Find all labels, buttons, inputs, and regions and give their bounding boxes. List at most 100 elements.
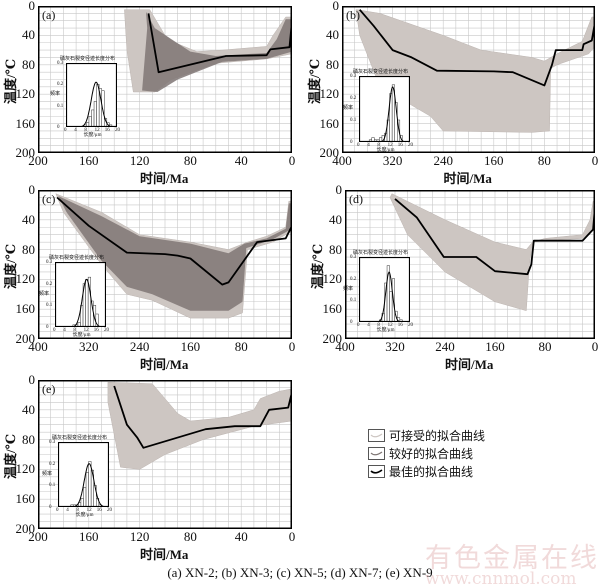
y-axis-label: 温度/℃ [3, 243, 18, 289]
inset-x-tick-label: 8 [377, 323, 380, 328]
x-tick-label: 0 [288, 339, 296, 354]
histogram-bar [88, 116, 92, 127]
panel-label: (b) [346, 8, 360, 22]
y-tick-label: 40 [326, 27, 339, 43]
x-tick-label: 240 [129, 339, 150, 354]
inset-y-tick-label: 0.2 [350, 276, 357, 282]
panel-label: (d) [349, 192, 363, 206]
inset-frame [55, 262, 106, 327]
inset-x-tick-label: 4 [63, 328, 66, 333]
plot-frame [345, 190, 595, 339]
x-tick-label: 320 [385, 339, 405, 354]
inset-x-tick-label: 4 [66, 508, 69, 513]
inset-x-tick-label: 8 [76, 508, 79, 513]
inset-y-tick-label: 0.2 [57, 82, 64, 88]
y-tick-label: 80 [22, 431, 35, 447]
y-tick-label: 0 [332, 0, 340, 13]
x-tick-label: 120 [129, 529, 150, 544]
y-tick-label: 40 [329, 211, 342, 227]
inset-title: 磷灰石裂变径迹长度分布 [353, 70, 409, 75]
y-tick-label: 200 [15, 145, 36, 160]
y-axis-label: 温度/℃ [310, 243, 325, 289]
inset-x-tick-label: 0 [357, 143, 360, 148]
inset-x-tick-label: 16 [397, 323, 403, 328]
inset-y-axis-label: 频率 [343, 106, 354, 111]
x-axis-label: 时间/Ma [445, 357, 494, 372]
inset-y-axis-label: 频率 [50, 92, 61, 97]
figure-caption: (a) XN-2; (b) XN-3; (c) XN-5; (d) XN-7; … [167, 565, 433, 580]
histogram-bar [80, 498, 84, 507]
x-tick-label: 80 [183, 153, 197, 168]
inset-y-tick-label: 0 [49, 505, 52, 510]
good-fit-envelope [142, 11, 292, 92]
y-tick-label: 160 [15, 301, 36, 317]
x-tick-label: 160 [484, 153, 504, 168]
x-axis-label: 时间/Ma [140, 547, 189, 562]
inset-x-tick-label: 0 [64, 128, 67, 133]
inset-x-tick-label: 8 [84, 128, 87, 133]
plot-frame [38, 380, 292, 529]
inset-title: 磷灰石裂变径迹长度分布 [353, 251, 409, 256]
plot-frame [342, 6, 595, 153]
inset-x-tick-label: 12 [86, 508, 92, 513]
inset-y-axis-label: 频率 [42, 471, 53, 477]
inset-title: 磷灰石裂变径迹长度分布 [60, 57, 116, 62]
plot-frame [38, 6, 292, 153]
legend-label: 较好的拟合曲线 [389, 446, 474, 461]
inset-y-tick-label: 0.3 [57, 61, 64, 66]
x-tick-label: 160 [79, 529, 99, 544]
y-tick-label: 40 [22, 211, 35, 227]
legend-label: 可接受的拟合曲线 [389, 428, 486, 443]
legend-label: 最佳的拟合曲线 [389, 464, 474, 479]
x-tick-label: 80 [234, 339, 248, 354]
inset-x-tick-label: 20 [107, 508, 112, 513]
x-tick-label: 400 [332, 153, 352, 168]
inset-background [359, 76, 410, 142]
y-tick-label: 160 [15, 115, 36, 131]
y-tick-label: 160 [322, 301, 343, 317]
x-tick-label: 80 [538, 339, 552, 354]
inset-x-tick-label: 12 [94, 128, 100, 133]
inset-x-tick-label: 20 [104, 328, 109, 333]
y-tick-label: 0 [28, 372, 36, 387]
x-tick-label: 0 [288, 153, 296, 168]
thermal-history-plot-XN-9 [38, 380, 292, 529]
best-fit-line [147, 13, 292, 74]
watermark-url: www.cnnmol.com [425, 569, 577, 584]
inset-x-tick-label: 0 [53, 328, 56, 333]
inset-title: 磷灰石裂变径迹长度分布 [49, 256, 105, 261]
inset-y-tick-label: 0 [350, 320, 353, 325]
x-tick-label: 400 [335, 339, 355, 354]
thermal-history-plot-XN-5 [38, 190, 292, 339]
inset-y-tick-label: 0.2 [350, 96, 357, 101]
length-histogram-XN-5 [55, 262, 106, 327]
y-tick-label: 80 [22, 56, 35, 72]
x-tick-label: 0 [591, 339, 599, 354]
inset-x-tick-label: 20 [408, 323, 413, 328]
inset-y-tick-label: 0.1 [350, 298, 357, 304]
inset-x-tick-label: 8 [377, 143, 380, 148]
y-tick-label: 0 [28, 0, 36, 13]
inset-frame [58, 442, 109, 507]
inset-x-tick-label: 12 [83, 328, 89, 333]
inset-y-axis-label: 频率 [39, 291, 50, 297]
length-histogram-XN-7 [359, 257, 410, 322]
best-fit-line [113, 385, 292, 449]
x-tick-label: 0 [288, 529, 296, 544]
inset-x-tick-label: 12 [387, 323, 393, 328]
inset-x-tick-label: 16 [93, 328, 99, 333]
inset-x-tick-label: 16 [397, 143, 403, 148]
histogram-bar [85, 472, 89, 507]
x-tick-label: 240 [435, 339, 455, 354]
x-tick-label: 160 [485, 339, 505, 354]
length-fit-curve [66, 81, 117, 127]
y-tick-label: 0 [28, 182, 36, 197]
good-fit-line-icon [368, 446, 385, 460]
inset-y-tick-label: 0.3 [49, 440, 56, 445]
length-fit-curve [359, 86, 410, 142]
histogram-bar [91, 109, 95, 127]
panel-label: (c) [42, 192, 56, 206]
best-fit-line [56, 196, 292, 286]
inset-frame [359, 257, 410, 322]
